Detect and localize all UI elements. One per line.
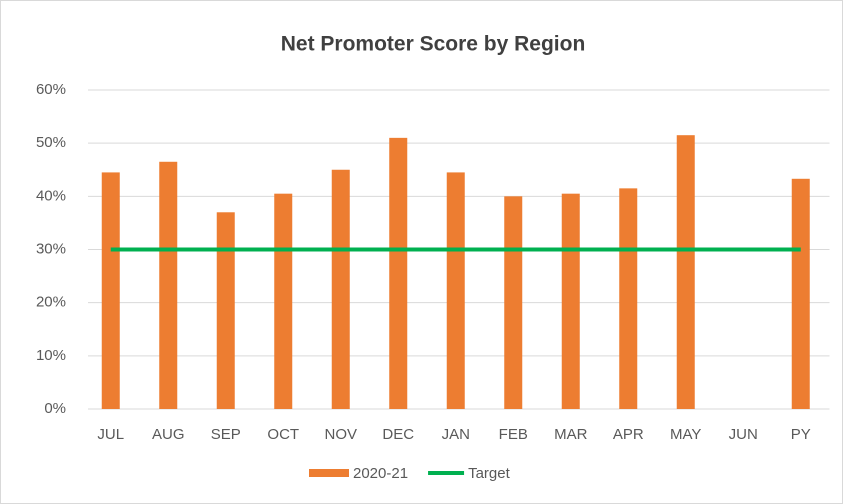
legend-swatch [309, 469, 349, 477]
y-tick-label: 50% [36, 134, 66, 151]
x-tick-label: MAY [670, 426, 701, 443]
x-tick-label: MAR [554, 426, 588, 443]
bar [504, 196, 523, 409]
x-tick-label: JUL [97, 426, 124, 443]
x-tick-label: PY [791, 426, 811, 443]
y-tick-label: 10% [36, 347, 66, 364]
bar [561, 193, 580, 409]
bar [159, 161, 178, 409]
legend-label: 2020-21 [353, 465, 408, 482]
x-tick-label: JAN [442, 426, 470, 443]
x-tick-label: AUG [152, 426, 185, 443]
y-tick-label: 40% [36, 187, 66, 204]
x-tick-label: SEP [211, 426, 241, 443]
bar [619, 188, 638, 409]
y-tick-label: 30% [36, 240, 66, 257]
bar [676, 135, 695, 410]
bar [331, 169, 350, 409]
x-tick-label: OCT [267, 426, 299, 443]
bar [389, 137, 408, 409]
bar [216, 212, 235, 409]
bar [791, 178, 810, 409]
chart-title: Net Promoter Score by Region [281, 33, 586, 56]
bar [101, 172, 120, 409]
x-tick-label: NOV [324, 426, 357, 443]
bar [446, 172, 465, 409]
x-tick-label: JUN [729, 426, 758, 443]
bar [274, 193, 293, 409]
x-tick-label: DEC [382, 426, 414, 443]
x-tick-label: FEB [499, 426, 528, 443]
y-tick-label: 60% [36, 81, 66, 98]
legend-label: Target [468, 465, 511, 482]
y-tick-label: 20% [36, 294, 66, 311]
y-tick-label: 0% [44, 400, 66, 417]
x-tick-label: APR [613, 426, 644, 443]
